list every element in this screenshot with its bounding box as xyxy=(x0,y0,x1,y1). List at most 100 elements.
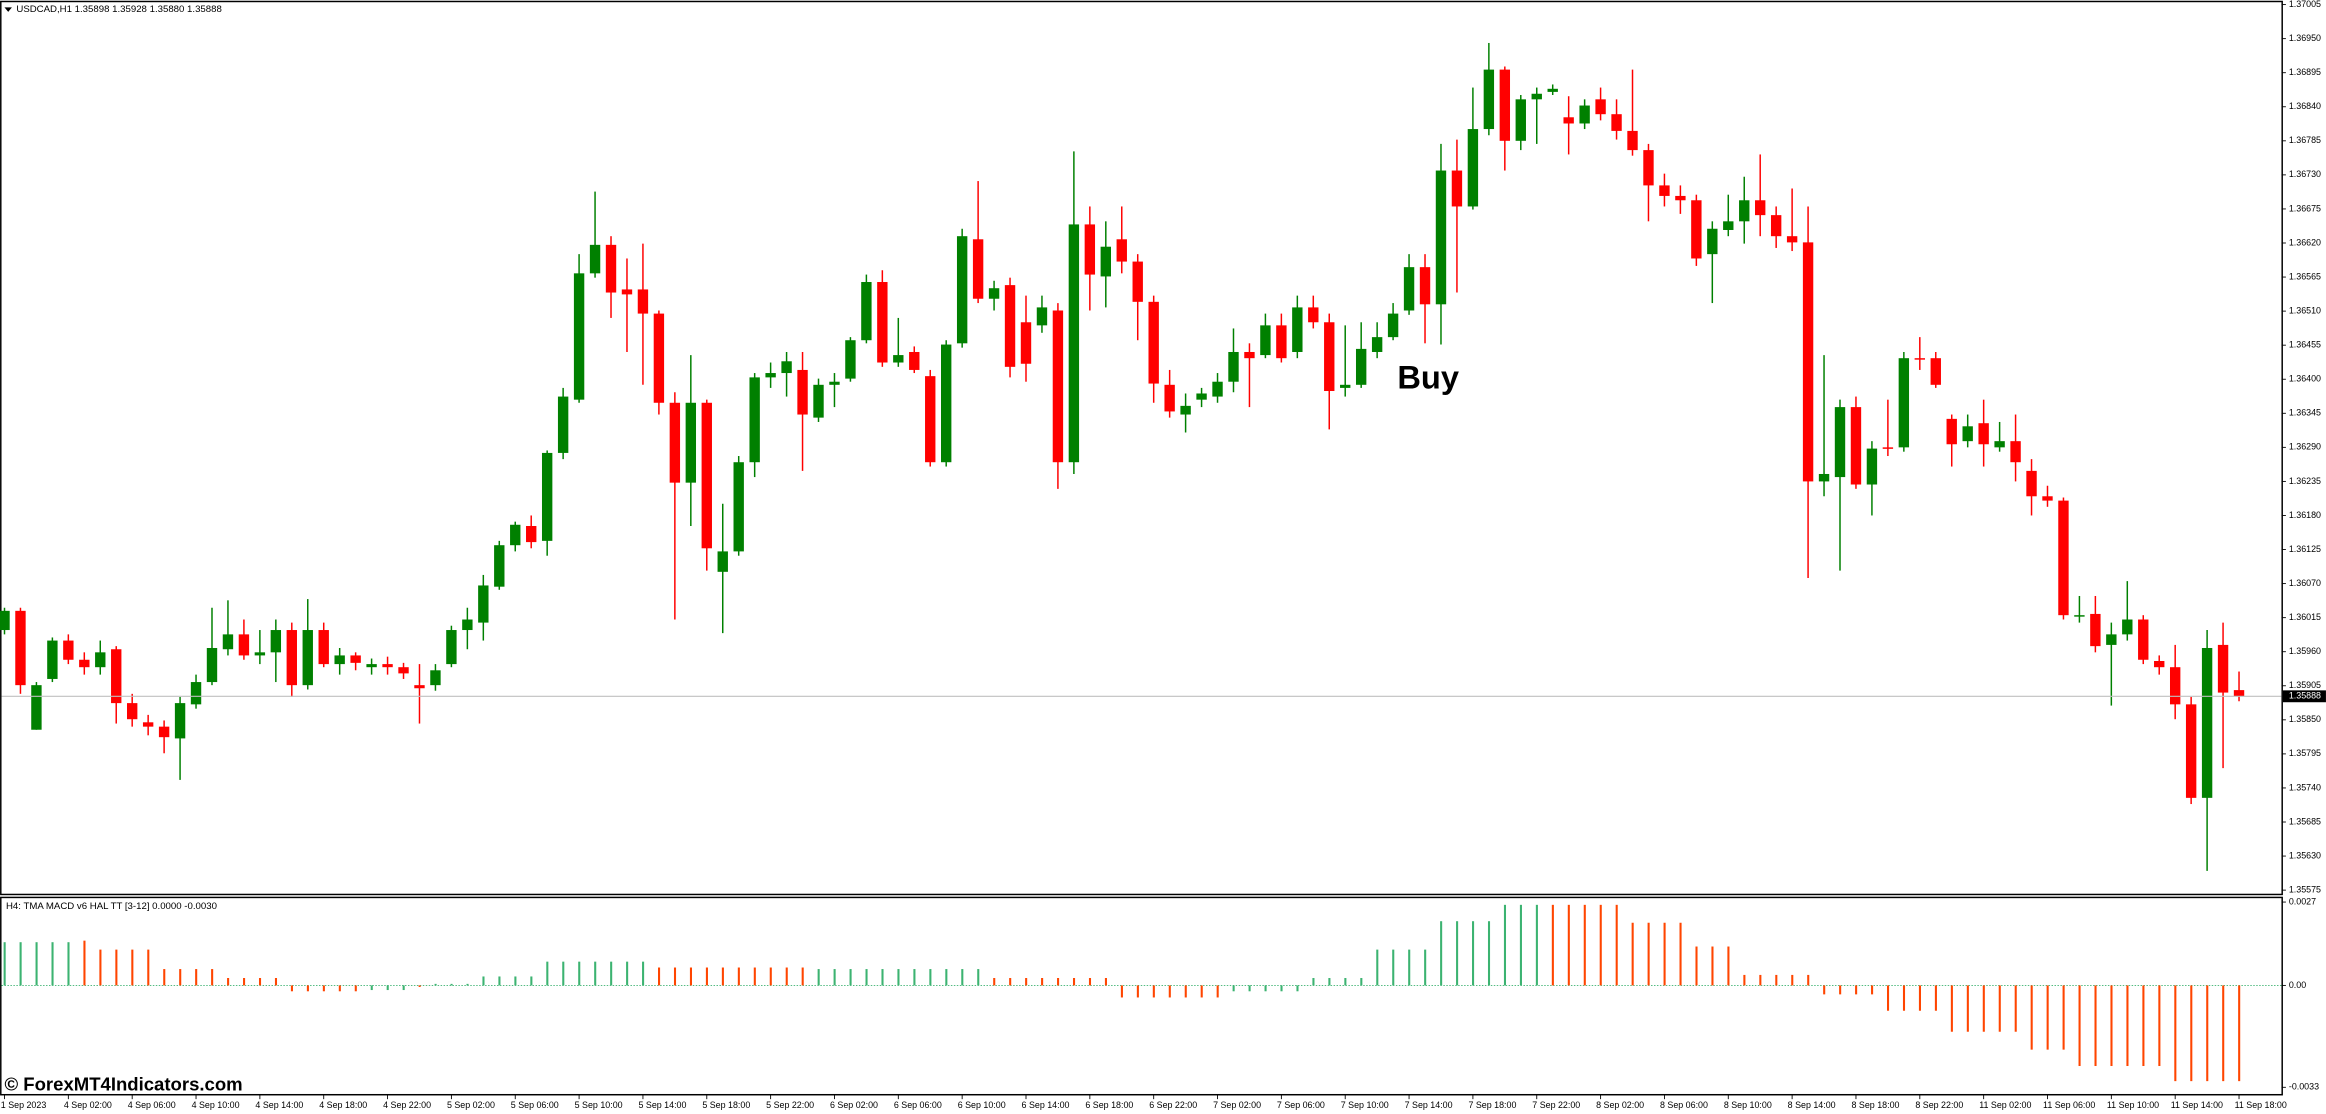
y-tick-label: 1.35575 xyxy=(2289,884,2321,894)
histogram-bar xyxy=(195,969,198,986)
chart-title: USDCAD,H1 1.35898 1.35928 1.35880 1.3588… xyxy=(16,4,222,15)
candle-body xyxy=(2169,667,2181,705)
candle-body xyxy=(79,659,90,668)
candle-body xyxy=(2042,496,2053,501)
candle-body xyxy=(557,396,569,453)
x-tick-label: 7 Sep 14:00 xyxy=(1405,1100,1453,1110)
x-tick-label: 6 Sep 10:00 xyxy=(958,1100,1006,1110)
candle-body xyxy=(142,722,154,727)
x-tick-label: 5 Sep 18:00 xyxy=(702,1100,750,1110)
y-tick-label: 0.0027 xyxy=(2289,896,2316,906)
histogram-bar xyxy=(801,967,804,986)
candle-body xyxy=(1723,221,1734,230)
histogram-bar xyxy=(1487,921,1491,986)
histogram-bar xyxy=(1072,978,1076,986)
histogram-bar xyxy=(594,961,597,986)
histogram-bar xyxy=(35,942,38,986)
candle-body xyxy=(158,726,170,738)
main-panel xyxy=(0,0,2283,896)
candle-body xyxy=(1595,99,1606,115)
candle-body xyxy=(1707,228,1718,255)
candle-body xyxy=(2026,470,2037,497)
candle-body xyxy=(1643,150,1654,186)
histogram-bar xyxy=(1424,949,1427,986)
candle-body xyxy=(1355,348,1367,385)
candle-body xyxy=(1451,170,1463,207)
candle-body xyxy=(1850,407,1862,485)
candle-body xyxy=(462,619,473,631)
candle-body xyxy=(1084,224,1096,275)
candle-body xyxy=(1962,426,1973,442)
candle-body xyxy=(1499,69,1511,141)
y-tick-label: 1.36345 xyxy=(2289,408,2321,418)
y-tick-label: 1.36950 xyxy=(2289,33,2321,43)
candle-body xyxy=(813,384,824,418)
y-tick-label: -0.0033 xyxy=(2289,1082,2319,1092)
candle-body xyxy=(1579,105,1590,124)
histogram-bar xyxy=(370,985,373,991)
candle-body xyxy=(988,288,1000,299)
histogram-bar xyxy=(1775,974,1778,986)
histogram-bar xyxy=(2174,985,2177,1082)
histogram-bar xyxy=(2078,985,2081,1067)
histogram-bar xyxy=(258,978,262,986)
x-tick-label: 5 Sep 14:00 xyxy=(638,1100,686,1110)
histogram-bar xyxy=(530,976,533,986)
x-tick-label: 8 Sep 22:00 xyxy=(1915,1100,1963,1110)
candle-body xyxy=(1755,200,1766,216)
x-tick-label: 4 Sep 18:00 xyxy=(319,1100,367,1110)
histogram-bar xyxy=(243,978,246,986)
candle-body xyxy=(1866,448,1878,485)
histogram-bar xyxy=(1009,978,1012,986)
histogram-bar xyxy=(2158,985,2161,1067)
histogram-bar xyxy=(1392,949,1395,986)
histogram-bar xyxy=(1280,985,1283,992)
histogram-bar xyxy=(1440,921,1443,986)
candle-body xyxy=(765,373,776,378)
current-price-box xyxy=(2282,690,2326,703)
candle-body xyxy=(717,551,728,572)
candle-body xyxy=(1196,393,1207,400)
histogram-bar xyxy=(977,969,980,986)
histogram-bar xyxy=(322,985,325,992)
candle-body xyxy=(1946,418,1957,445)
y-tick-label: 1.35795 xyxy=(2289,748,2321,758)
histogram-bar xyxy=(642,961,645,986)
candle-body xyxy=(1180,405,1191,415)
histogram-bar xyxy=(913,969,916,986)
histogram-bar xyxy=(211,969,214,986)
histogram-bar xyxy=(1503,904,1507,986)
histogram-bar xyxy=(274,978,278,986)
candle-body xyxy=(510,524,521,546)
candle-body xyxy=(1547,88,1558,92)
histogram-bar xyxy=(1216,985,1219,998)
x-tick-label: 6 Sep 14:00 xyxy=(1022,1100,1070,1110)
histogram-bar xyxy=(1408,949,1411,986)
histogram-bar xyxy=(1966,985,1969,1032)
candle-body xyxy=(1994,441,2005,448)
candle-body xyxy=(2201,647,2213,798)
histogram-bar xyxy=(1615,904,1618,986)
x-tick-label: 6 Sep 02:00 xyxy=(830,1100,878,1110)
x-tick-label: 8 Sep 06:00 xyxy=(1660,1100,1708,1110)
histogram-bar xyxy=(147,949,150,986)
histogram-bar xyxy=(1041,978,1044,986)
candle-body xyxy=(414,685,425,689)
candle-body xyxy=(1467,129,1479,207)
histogram-bar xyxy=(418,985,421,987)
y-tick-label: 1.36180 xyxy=(2289,510,2321,520)
y-tick-label: 1.36125 xyxy=(2289,544,2321,554)
candle-body xyxy=(1627,130,1638,151)
candle-body xyxy=(430,670,441,686)
histogram-bar xyxy=(514,976,517,986)
candle-body xyxy=(1930,358,1941,385)
histogram-bar xyxy=(2142,985,2145,1067)
histogram-bar xyxy=(2126,985,2129,1067)
histogram-bar xyxy=(179,969,182,986)
histogram-bar xyxy=(610,961,613,986)
histogram-bar xyxy=(881,969,884,986)
histogram-bar xyxy=(1312,978,1315,986)
histogram-bar xyxy=(1168,985,1171,998)
candle-body xyxy=(2058,500,2069,616)
candle-body xyxy=(1164,384,1175,412)
